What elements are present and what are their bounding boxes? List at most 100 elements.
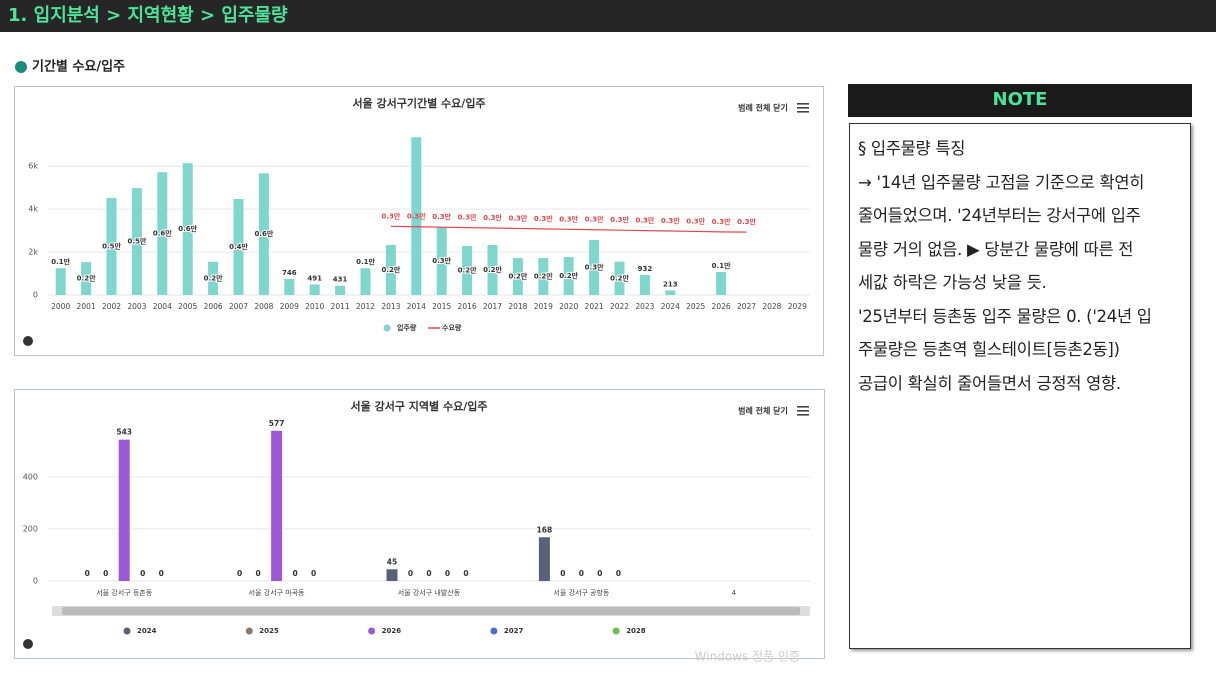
note-line: 줄어들었으며. '24년부터는 강서구에 입주 <box>858 206 1141 225</box>
bar <box>512 258 523 295</box>
legend-label[interactable]: 2025 <box>259 627 279 635</box>
header-title: 1. 입지분석 > 지역현황 > 입주물량 <box>8 4 288 26</box>
menu-icon[interactable] <box>797 410 809 412</box>
data-label: 0.2만 <box>559 271 578 280</box>
menu-icon[interactable] <box>797 406 809 408</box>
note-lines: → '14년 입주물량 고점을 기준으로 확연히 줄어들었으며. '24년부터는 … <box>858 166 1182 401</box>
bar <box>271 430 283 581</box>
x-tick-label: 2013 <box>381 302 400 311</box>
x-tick-label: 2008 <box>254 302 273 311</box>
menu-icon[interactable] <box>797 111 809 113</box>
bar <box>538 537 550 581</box>
data-label: 0.3만 <box>508 213 527 222</box>
note-line: 공급이 확실히 줄어들면서 긍정적 영향. <box>858 373 1121 393</box>
legend-label[interactable]: 2024 <box>137 627 157 635</box>
x-tick-label: 2012 <box>356 302 375 311</box>
data-label: 0.2만 <box>610 273 629 282</box>
x-tick-label: 4 <box>732 589 737 597</box>
data-label: 0 <box>237 569 242 578</box>
chart-frame <box>14 389 825 659</box>
data-label: 0.3만 <box>610 215 629 224</box>
line <box>390 225 747 233</box>
data-label: 0.3만 <box>661 216 680 225</box>
data-label: 932 <box>638 265 653 273</box>
x-tick-label: 2005 <box>178 302 197 311</box>
note-line: 세값 하락은 가능성 낮을 듯. <box>858 273 1047 292</box>
data-label: 0.2만 <box>381 265 400 274</box>
data-label: 0.3만 <box>432 212 451 221</box>
data-label: 431 <box>333 276 348 284</box>
bar <box>538 258 549 295</box>
data-label: 0 <box>560 569 565 578</box>
data-label: 0 <box>463 569 468 578</box>
data-label: 0.3만 <box>635 216 654 225</box>
x-tick-label: 2023 <box>635 302 654 311</box>
data-label: 0.3만 <box>407 212 426 221</box>
legend-marker <box>490 627 498 635</box>
bar <box>385 244 396 295</box>
x-tick-label: 서울 강서구 내발산동 <box>398 588 461 597</box>
bar <box>233 199 244 295</box>
note-line: 물량 거의 없음. ▶ 당분간 물량에 따른 전 <box>858 239 1134 259</box>
note-title: NOTE <box>993 89 1048 110</box>
data-label: 0.3만 <box>686 216 705 225</box>
menu-icon[interactable] <box>797 107 809 109</box>
x-tick-label: 2006 <box>204 302 223 311</box>
bar <box>335 285 346 295</box>
y-tick-label: 0 <box>33 291 38 300</box>
legend-label[interactable]: 입주량 <box>397 323 417 332</box>
legend-marker <box>123 627 131 635</box>
x-tick-label: 2009 <box>280 302 299 311</box>
data-label: 0.6만 <box>153 229 172 238</box>
x-tick-label: 2017 <box>483 302 502 311</box>
data-label: 0.3만 <box>534 214 553 223</box>
bar <box>182 163 193 295</box>
data-label: 0.6만 <box>254 229 273 238</box>
legend-toggle[interactable]: 범례 전체 닫기 <box>738 103 788 113</box>
bar <box>208 261 219 295</box>
data-label: 0 <box>255 569 260 578</box>
x-tick-label: 2022 <box>610 302 629 311</box>
note-heading: § 입주물량 특징 <box>858 139 966 158</box>
legend-label[interactable]: 수요량 <box>442 323 462 332</box>
legend-label[interactable]: 2027 <box>504 627 524 635</box>
bar <box>436 227 447 295</box>
data-label: 0.3만 <box>432 256 451 265</box>
data-label: 0.3만 <box>585 215 604 224</box>
x-tick-label: 2021 <box>585 302 604 311</box>
x-tick-label: 2029 <box>788 302 807 311</box>
bar <box>639 274 650 295</box>
data-label: 0 <box>140 569 145 578</box>
scrollbar-thumb[interactable] <box>62 607 800 615</box>
legend-label[interactable]: 2026 <box>382 627 402 635</box>
logo-icon <box>23 639 33 649</box>
x-tick-label: 2020 <box>559 302 578 311</box>
x-tick-label: 2019 <box>534 302 553 311</box>
data-label: 0.3만 <box>585 263 604 272</box>
logo-icon <box>23 336 33 346</box>
x-tick-label: 2000 <box>51 302 70 311</box>
legend-toggle[interactable]: 범례 전체 닫기 <box>738 406 788 416</box>
x-tick-label: 2004 <box>153 302 172 311</box>
x-tick-label: 2018 <box>508 302 527 311</box>
data-label: 0 <box>426 569 431 578</box>
bar <box>284 278 295 295</box>
note-body: § 입주물량 특징 → '14년 입주물량 고점을 기준으로 확연히 줄어들었으며… <box>849 123 1191 649</box>
legend-label[interactable]: 2028 <box>626 627 646 635</box>
data-label: 0.2만 <box>458 266 477 275</box>
bar <box>487 244 498 295</box>
bar <box>614 261 625 295</box>
data-label: 0.3만 <box>381 211 400 220</box>
x-tick-label: 2025 <box>686 302 705 311</box>
menu-icon[interactable] <box>797 414 809 416</box>
header-bar <box>0 0 1216 32</box>
bar <box>386 569 398 581</box>
bar <box>81 262 92 295</box>
y-tick-label: 0 <box>33 577 38 586</box>
bar <box>55 268 66 295</box>
x-tick-label: 2011 <box>331 302 350 311</box>
section-title: 기간별 수요/입주 <box>32 59 125 75</box>
menu-icon[interactable] <box>797 103 809 105</box>
y-tick-label: 4k <box>28 205 38 214</box>
